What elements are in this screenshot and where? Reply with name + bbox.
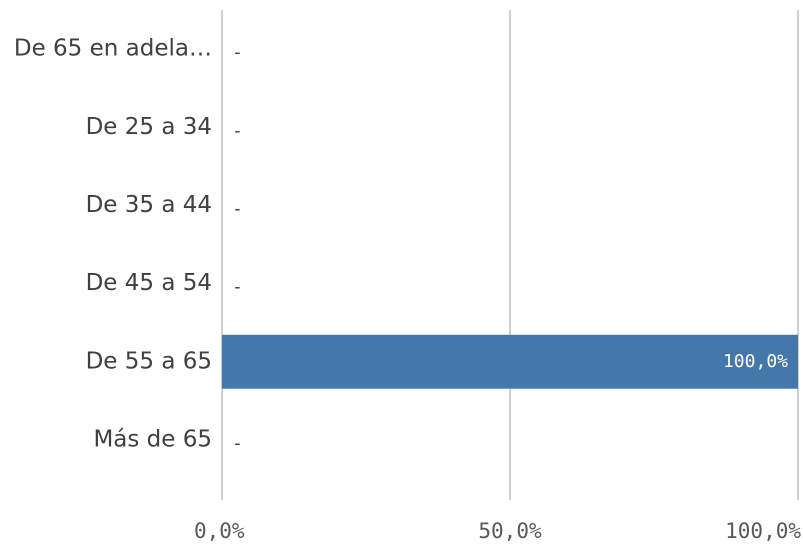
y-tick-label: De 65 en adela… — [14, 36, 212, 62]
x-tick-label: 0,0% — [194, 519, 245, 543]
y-tick-label: De 45 a 54 — [86, 270, 212, 296]
value-label: - — [232, 42, 243, 63]
y-tick-label: Más de 65 — [93, 426, 212, 452]
x-tick-label: 50,0% — [478, 519, 542, 543]
value-label: - — [232, 198, 243, 219]
value-label: - — [232, 277, 243, 298]
y-tick-label: De 25 a 34 — [86, 114, 212, 140]
bar — [222, 334, 798, 389]
value-label: - — [232, 120, 243, 141]
value-label: 100,0% — [723, 351, 788, 372]
y-tick-label: De 35 a 44 — [86, 192, 212, 218]
value-label: - — [232, 433, 243, 454]
x-tick-label: 100,0% — [725, 519, 801, 543]
y-tick-label: De 55 a 65 — [86, 348, 212, 374]
